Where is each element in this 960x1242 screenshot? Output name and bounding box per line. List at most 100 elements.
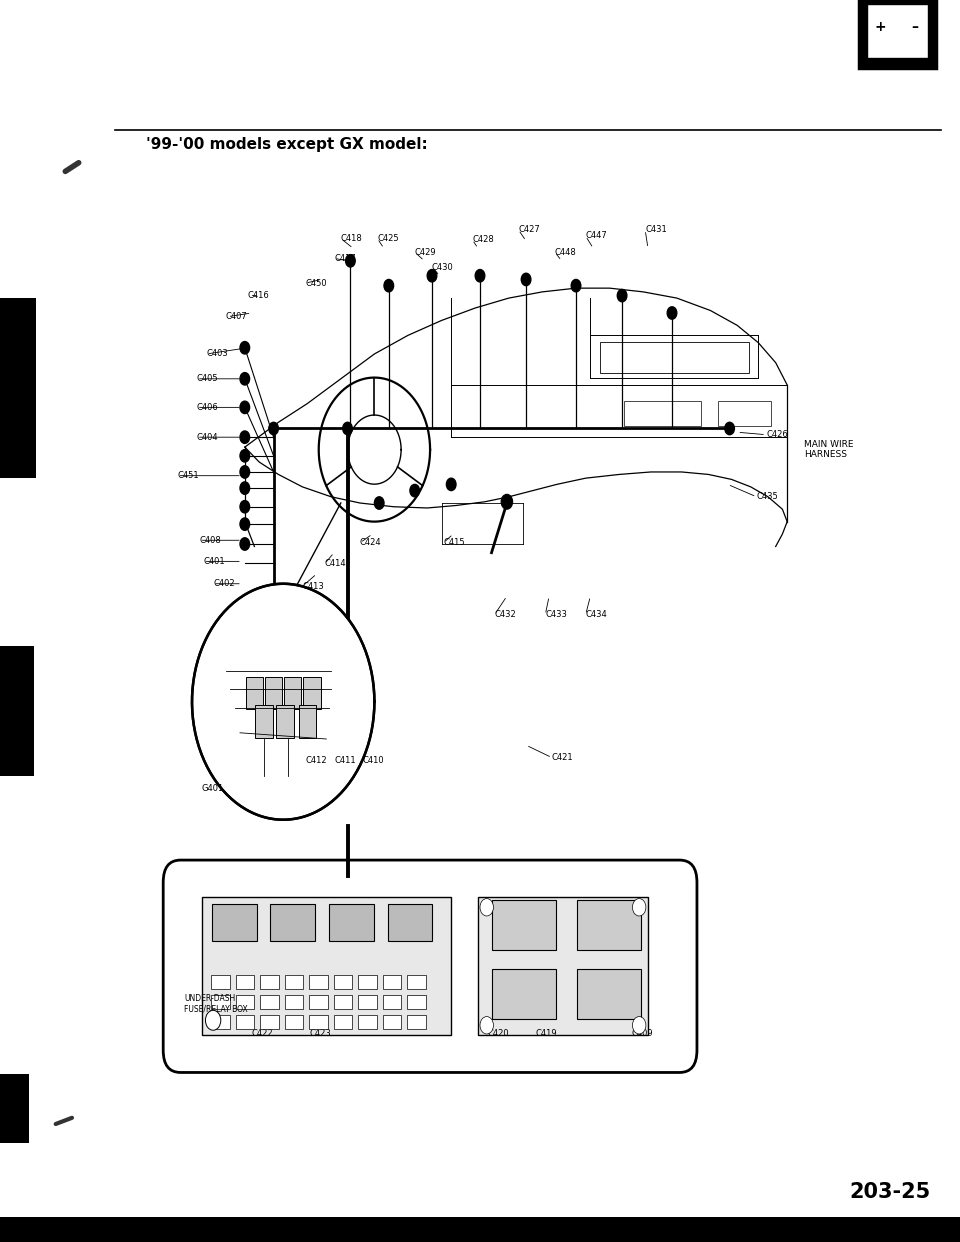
- Text: MAIN WIRE
HARNESS: MAIN WIRE HARNESS: [804, 440, 854, 460]
- Text: C411: C411: [334, 755, 356, 765]
- Bar: [0, 1074, 29, 1143]
- Bar: [211, 1015, 229, 1030]
- Text: C414: C414: [324, 559, 347, 569]
- Text: C415: C415: [444, 538, 466, 548]
- Bar: [577, 900, 641, 950]
- Bar: [859, 0, 936, 68]
- Bar: [478, 897, 648, 1036]
- Bar: [309, 1015, 327, 1030]
- Polygon shape: [192, 584, 374, 820]
- Circle shape: [343, 422, 352, 435]
- Circle shape: [374, 497, 384, 509]
- Circle shape: [571, 279, 581, 292]
- Circle shape: [427, 270, 437, 282]
- Bar: [0, 646, 34, 776]
- Circle shape: [240, 501, 250, 513]
- Circle shape: [240, 342, 250, 354]
- Text: C404: C404: [197, 432, 219, 442]
- Bar: [577, 969, 641, 1018]
- Bar: [285, 1015, 303, 1030]
- Text: C431: C431: [645, 225, 667, 235]
- Bar: [236, 975, 254, 990]
- Text: C426: C426: [766, 430, 788, 440]
- Bar: [211, 995, 229, 1010]
- Circle shape: [480, 1016, 493, 1033]
- Bar: [0, 1217, 960, 1242]
- Text: C450: C450: [305, 278, 327, 288]
- Bar: [718, 401, 771, 426]
- Bar: [383, 995, 401, 1010]
- Bar: [211, 975, 229, 990]
- Bar: [236, 1015, 254, 1030]
- Text: C422: C422: [252, 1028, 274, 1038]
- Bar: [255, 705, 273, 738]
- Text: C418: C418: [341, 233, 363, 243]
- Text: C425: C425: [377, 233, 399, 243]
- Text: C407: C407: [226, 312, 248, 322]
- Text: C401: C401: [204, 556, 226, 566]
- Bar: [271, 904, 315, 941]
- Bar: [873, 0, 888, 2]
- Bar: [260, 995, 278, 1010]
- Bar: [388, 904, 432, 941]
- Bar: [383, 1015, 401, 1030]
- Circle shape: [410, 484, 420, 497]
- Bar: [492, 969, 556, 1018]
- Text: C423: C423: [309, 1028, 331, 1038]
- Circle shape: [240, 401, 250, 414]
- Bar: [309, 995, 327, 1010]
- Text: C430: C430: [432, 262, 454, 272]
- Circle shape: [384, 279, 394, 292]
- Circle shape: [269, 422, 278, 435]
- Text: C409: C409: [632, 1028, 654, 1038]
- Bar: [407, 995, 425, 1010]
- Bar: [285, 995, 303, 1010]
- Text: carmanualsonline.info: carmanualsonline.info: [426, 1225, 534, 1235]
- Text: +: +: [875, 20, 886, 35]
- Bar: [624, 401, 701, 426]
- Text: C448: C448: [555, 247, 577, 257]
- Text: C412: C412: [305, 755, 327, 765]
- Text: C428: C428: [472, 235, 494, 245]
- Bar: [407, 975, 425, 990]
- Bar: [492, 900, 556, 950]
- Text: C416: C416: [248, 291, 270, 301]
- Text: C403: C403: [206, 349, 228, 359]
- Text: C402: C402: [213, 579, 235, 589]
- Circle shape: [633, 899, 646, 917]
- Circle shape: [240, 373, 250, 385]
- Bar: [867, 4, 928, 58]
- Bar: [303, 677, 321, 709]
- Circle shape: [633, 1016, 646, 1033]
- Text: C433: C433: [545, 610, 567, 620]
- Bar: [358, 1015, 376, 1030]
- Text: C447: C447: [586, 231, 608, 241]
- Bar: [334, 975, 352, 990]
- Bar: [285, 975, 303, 990]
- Text: C435: C435: [756, 492, 779, 502]
- Bar: [284, 677, 301, 709]
- Text: G401: G401: [202, 784, 224, 794]
- Text: C419: C419: [536, 1028, 558, 1038]
- Bar: [236, 995, 254, 1010]
- Text: C408: C408: [200, 535, 222, 545]
- Circle shape: [667, 307, 677, 319]
- Circle shape: [205, 1011, 221, 1031]
- Text: UNDER-DASH
FUSE/RELAY BOX: UNDER-DASH FUSE/RELAY BOX: [184, 994, 248, 1013]
- Bar: [407, 1015, 425, 1030]
- Bar: [383, 975, 401, 990]
- Bar: [334, 995, 352, 1010]
- Text: C406: C406: [197, 402, 219, 412]
- Bar: [202, 897, 451, 1036]
- FancyBboxPatch shape: [163, 859, 697, 1072]
- Bar: [334, 1015, 352, 1030]
- Text: C434: C434: [586, 610, 608, 620]
- Circle shape: [346, 255, 355, 267]
- Circle shape: [240, 538, 250, 550]
- Circle shape: [240, 450, 250, 462]
- Circle shape: [617, 289, 627, 302]
- Circle shape: [240, 466, 250, 478]
- Circle shape: [240, 482, 250, 494]
- Text: '99-'00 models except GX model:: '99-'00 models except GX model:: [146, 137, 427, 152]
- Text: 203-25: 203-25: [850, 1182, 931, 1202]
